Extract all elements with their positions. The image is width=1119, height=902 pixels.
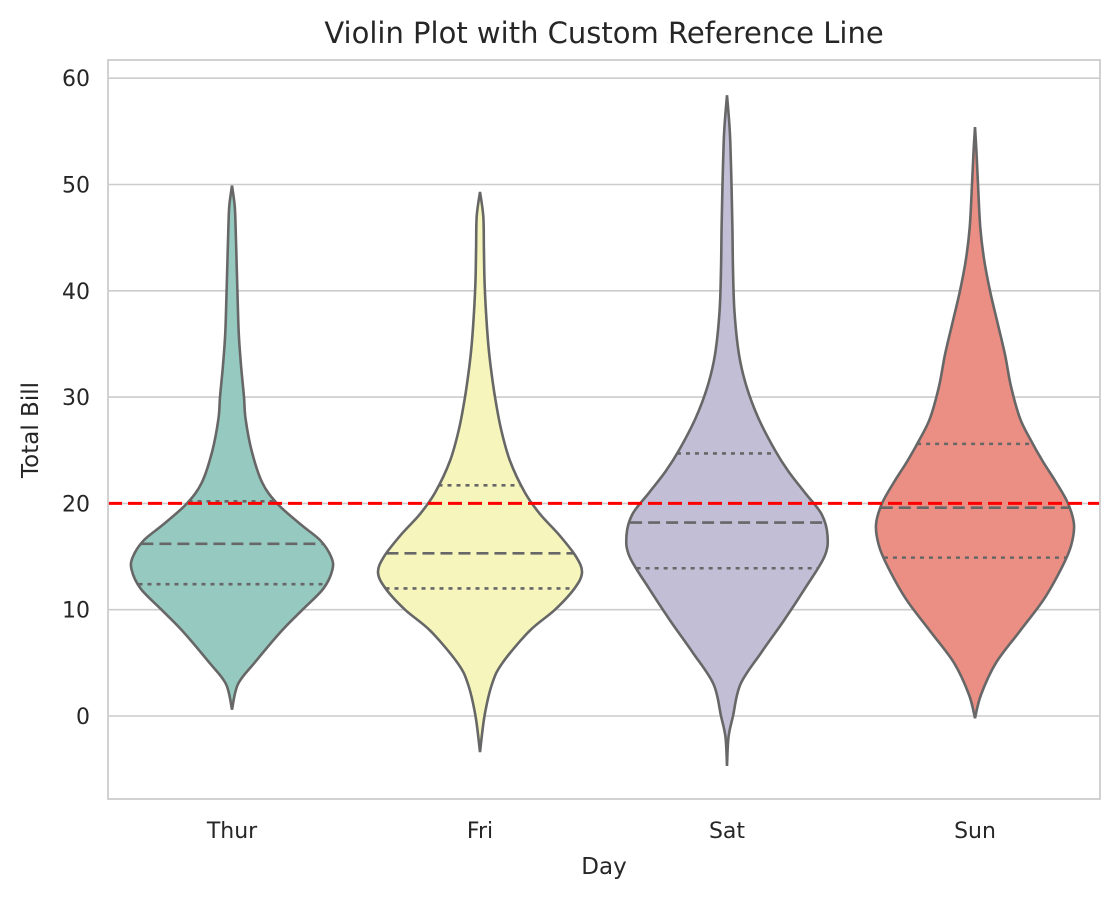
y-tick-label: 50 — [62, 174, 90, 199]
y-axis-label: Total Bill — [18, 382, 44, 479]
violin-body — [624, 95, 830, 767]
violin-sat — [624, 95, 830, 767]
plot-frame — [107, 59, 1101, 800]
violin-body — [376, 191, 584, 753]
violins — [129, 95, 1076, 767]
y-tick-label: 10 — [62, 599, 90, 624]
x-tick-label-fri: Fri — [467, 819, 493, 844]
y-tick-label: 30 — [62, 386, 90, 411]
x-tick-labels: Thur Fri Sat Sun — [206, 819, 996, 844]
violin-sun — [874, 127, 1076, 719]
y-tick-label: 40 — [62, 280, 90, 305]
y-tick-label: 20 — [62, 492, 90, 517]
violin-body — [874, 127, 1076, 719]
violin-body — [129, 185, 335, 710]
chart-title: Violin Plot with Custom Reference Line — [324, 16, 883, 50]
x-tick-label-sun: Sun — [954, 819, 996, 844]
violin-fri — [376, 191, 584, 753]
violin-thur — [129, 185, 335, 710]
y-tick-label: 0 — [76, 705, 90, 730]
y-tick-label: 60 — [62, 67, 90, 92]
x-axis-label: Day — [581, 854, 626, 880]
x-tick-label-sat: Sat — [709, 819, 745, 844]
x-tick-label-thur: Thur — [206, 819, 258, 844]
y-tick-labels: 0 10 20 30 40 50 60 — [62, 67, 90, 730]
